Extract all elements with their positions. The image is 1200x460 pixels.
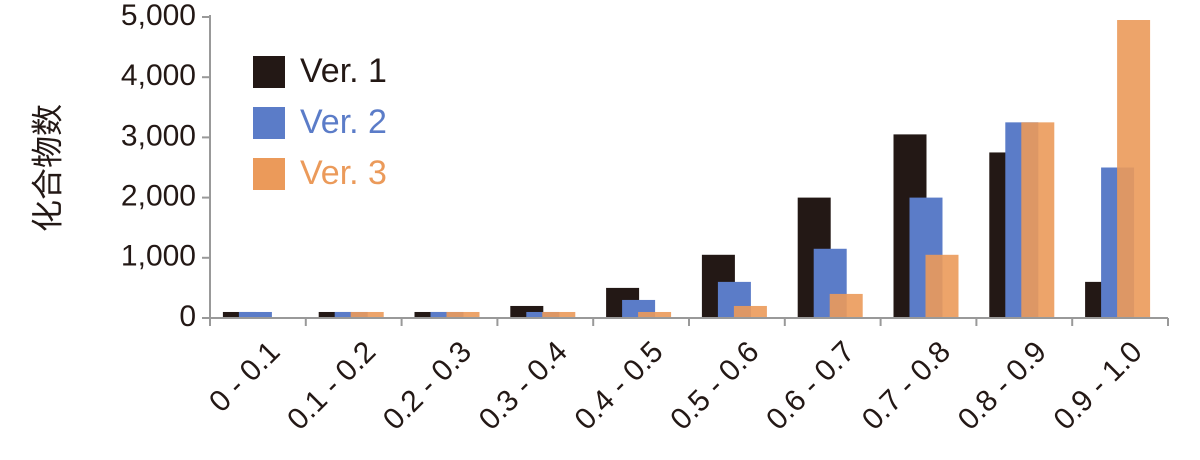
legend-label: Ver. 2 — [300, 103, 387, 141]
x-tick-label: 0.2 - 0.3 — [377, 335, 478, 436]
x-tick-label: 0 - 0.1 — [203, 335, 286, 418]
bar — [638, 311, 672, 318]
legend-swatch — [253, 107, 285, 139]
y-tick-label: 4,000 — [121, 59, 196, 92]
legend-swatch — [253, 56, 285, 88]
x-tick-label: 0.3 - 0.4 — [473, 335, 574, 436]
y-axis-label: 化合物数 — [29, 104, 65, 232]
legend-swatch — [253, 158, 285, 190]
bar — [238, 311, 272, 318]
bar — [733, 305, 767, 318]
bar — [446, 311, 480, 318]
x-tick-label: 0.1 - 0.2 — [281, 335, 382, 436]
y-tick-label: 0 — [179, 300, 196, 333]
bar — [542, 311, 576, 318]
bar — [1021, 122, 1055, 318]
bar — [829, 293, 863, 318]
y-tick-label: 5,000 — [121, 0, 196, 32]
x-tick-label: 0.9 - 1.0 — [1047, 335, 1148, 436]
y-tick-label: 3,000 — [121, 119, 196, 152]
y-tick-label: 2,000 — [121, 180, 196, 213]
x-tick-label: 0.4 - 0.5 — [568, 335, 669, 436]
bar — [925, 254, 959, 318]
x-tick-label: 0.6 - 0.7 — [760, 335, 861, 436]
bar — [1117, 20, 1151, 318]
y-tick-label: 1,000 — [121, 240, 196, 273]
x-tick-label: 0.5 - 0.6 — [664, 335, 765, 436]
x-tick-label: 0.8 - 0.9 — [952, 335, 1053, 436]
x-tick-label: 0.7 - 0.8 — [856, 335, 957, 436]
legend-label: Ver. 1 — [300, 52, 387, 90]
legend-label: Ver. 3 — [300, 154, 387, 192]
bar — [350, 311, 384, 318]
